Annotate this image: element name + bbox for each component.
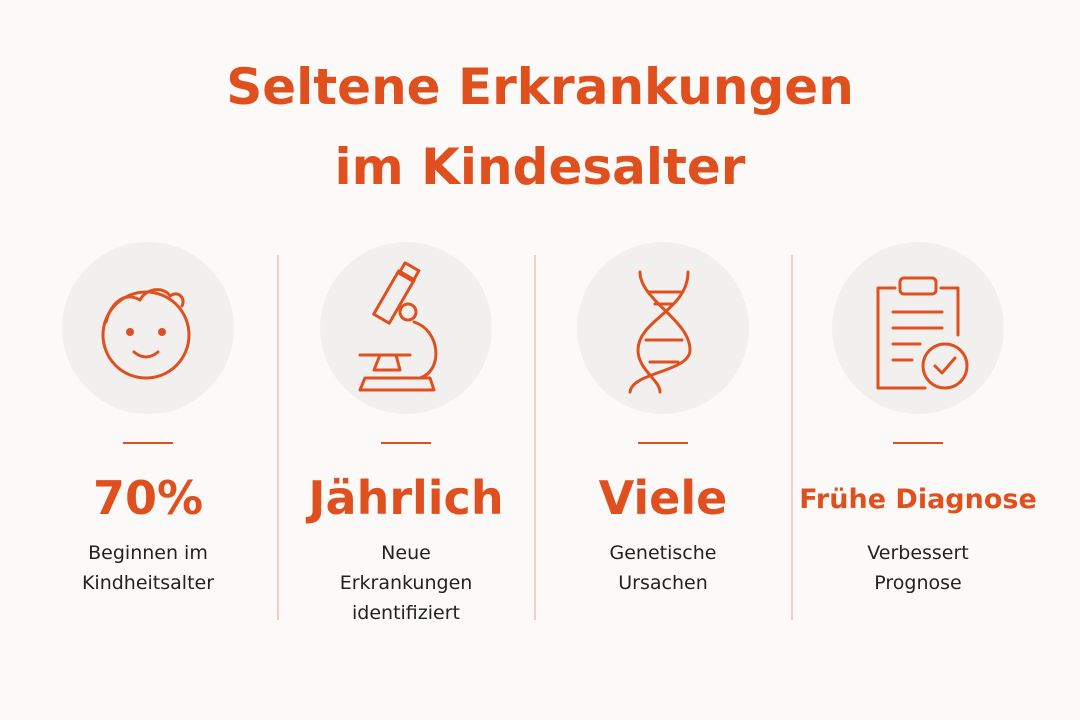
- description: identifiziert: [352, 602, 460, 624]
- clipboard-icon: [876, 276, 969, 390]
- child-icon: [101, 288, 191, 380]
- items: 70% Beginnen im Kindheitsalter Jährlich Neue…: [82, 442, 1037, 624]
- title-line: im Kindesalter: [335, 138, 746, 196]
- dna-icon: [628, 270, 692, 394]
- description: Prognose: [874, 572, 961, 594]
- dividers: [277, 255, 793, 620]
- title-line: Seltene Erkrankungen: [226, 58, 854, 116]
- headline: Viele: [599, 471, 728, 525]
- description: Kindheitsalter: [82, 572, 214, 594]
- icon-bg: [577, 242, 749, 414]
- headline: Jährlich: [305, 471, 503, 525]
- description: Verbessert: [867, 542, 969, 564]
- icon-bg: [320, 242, 492, 414]
- headline: 70%: [93, 471, 203, 525]
- description: Beginnen im: [88, 542, 208, 564]
- description: Ursachen: [618, 572, 707, 594]
- description: Erkrankungen: [340, 572, 473, 594]
- microscope-icon: [358, 261, 438, 392]
- icon-bg: [62, 242, 234, 414]
- description: Neue: [381, 542, 431, 564]
- description: Genetische: [610, 542, 717, 564]
- headline: Frühe Diagnose: [799, 484, 1037, 515]
